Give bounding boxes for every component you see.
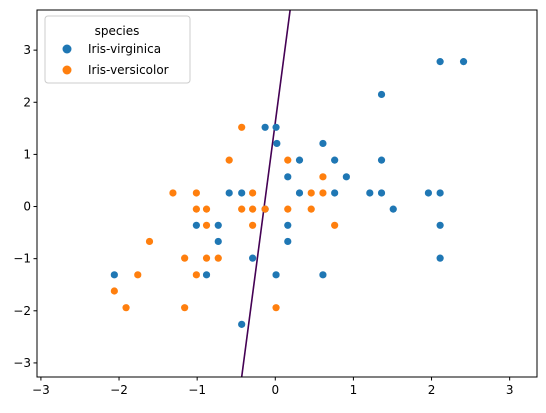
data-point-versicolor-15 (238, 123, 246, 131)
data-point-virginica-19 (377, 156, 386, 164)
data-point-versicolor-3 (145, 237, 154, 246)
data-point-virginica-16 (342, 173, 350, 181)
x-tick-label: 0 (271, 383, 279, 397)
data-point-virginica-29 (272, 271, 280, 279)
data-point-virginica-5 (225, 189, 233, 197)
x-tick-label: 1 (350, 383, 358, 397)
data-point-virginica-2 (214, 237, 222, 246)
decision-boundary-line (240, 10, 291, 377)
x-tick-label: −1 (188, 383, 206, 397)
x-tick-label: −2 (110, 383, 128, 397)
data-point-virginica-8 (272, 123, 280, 131)
data-point-virginica-28 (319, 271, 327, 279)
data-point-versicolor-20 (261, 205, 269, 213)
x-tick-label: −3 (32, 383, 50, 397)
data-point-virginica-20 (377, 90, 386, 99)
legend-title: species (95, 24, 140, 38)
legend: species Iris-virginica Iris-versicolor (44, 15, 191, 84)
data-point-versicolor-19 (249, 221, 257, 229)
data-point-versicolor-28 (331, 221, 339, 229)
data-point-virginica-13 (284, 173, 292, 181)
y-tick-label: 3 (23, 43, 31, 57)
data-point-virginica-18 (377, 189, 386, 197)
data-point-versicolor-7 (192, 189, 200, 197)
data-point-virginica-30 (249, 254, 257, 262)
data-point-versicolor-10 (202, 205, 211, 213)
data-point-virginica-12 (331, 156, 339, 164)
data-point-versicolor-1 (122, 304, 130, 312)
data-point-versicolor-23 (284, 205, 292, 213)
legend-marker-versicolor (62, 65, 72, 75)
data-point-virginica-33 (284, 237, 292, 246)
y-tick-label: −3 (13, 356, 31, 370)
data-point-versicolor-8 (192, 205, 200, 213)
data-point-versicolor-16 (238, 205, 246, 213)
data-point-virginica-32 (284, 221, 292, 229)
data-point-versicolor-25 (307, 205, 315, 213)
data-point-virginica-17 (366, 189, 374, 197)
y-tick-label: 0 (23, 200, 31, 214)
data-point-versicolor-12 (202, 254, 211, 262)
data-point-virginica-10 (295, 156, 304, 164)
data-point-virginica-6 (238, 189, 246, 197)
data-point-virginica-0 (110, 271, 118, 279)
data-point-versicolor-27 (319, 189, 327, 197)
data-point-virginica-4 (192, 221, 200, 229)
data-point-versicolor-6 (181, 304, 189, 312)
data-point-virginica-1 (202, 271, 211, 279)
x-tick-label: 2 (428, 383, 436, 397)
data-point-virginica-9 (273, 139, 281, 148)
data-point-versicolor-11 (202, 221, 211, 229)
data-point-versicolor-14 (225, 156, 233, 164)
y-tick-label: 2 (23, 95, 31, 109)
data-point-virginica-22 (424, 189, 433, 197)
data-point-versicolor-22 (284, 156, 292, 164)
legend-label-virginica: Iris-virginica (88, 42, 161, 56)
data-point-virginica-15 (331, 189, 339, 197)
data-point-virginica-3 (214, 221, 222, 229)
data-point-virginica-26 (436, 58, 444, 66)
legend-frame (44, 15, 191, 84)
legend-label-versicolor: Iris-versicolor (88, 63, 169, 77)
y-tick-label: 1 (23, 147, 31, 161)
data-point-versicolor-13 (214, 254, 222, 262)
data-point-virginica-25 (436, 254, 444, 262)
y-tick-label: −1 (13, 252, 31, 266)
data-point-virginica-31 (238, 320, 246, 328)
data-point-virginica-21 (389, 205, 397, 213)
data-point-virginica-14 (295, 189, 304, 197)
data-point-versicolor-21 (272, 304, 280, 312)
data-point-versicolor-5 (181, 254, 189, 262)
data-point-versicolor-4 (169, 189, 177, 197)
data-point-versicolor-0 (110, 287, 118, 295)
data-point-versicolor-26 (319, 173, 327, 181)
data-point-virginica-23 (436, 189, 444, 197)
legend-marker-virginica (62, 44, 72, 54)
y-tick-label: −2 (13, 304, 31, 318)
data-point-versicolor-17 (249, 189, 257, 197)
x-tick-label: 3 (506, 383, 514, 397)
plot-frame (36, 9, 538, 378)
data-point-virginica-24 (436, 221, 444, 229)
data-point-virginica-7 (261, 123, 269, 131)
data-point-virginica-11 (319, 139, 327, 148)
data-point-versicolor-18 (249, 205, 257, 213)
data-point-virginica-27 (459, 58, 468, 66)
data-point-versicolor-2 (134, 271, 142, 279)
data-point-versicolor-9 (192, 271, 200, 279)
data-point-versicolor-24 (307, 189, 315, 197)
